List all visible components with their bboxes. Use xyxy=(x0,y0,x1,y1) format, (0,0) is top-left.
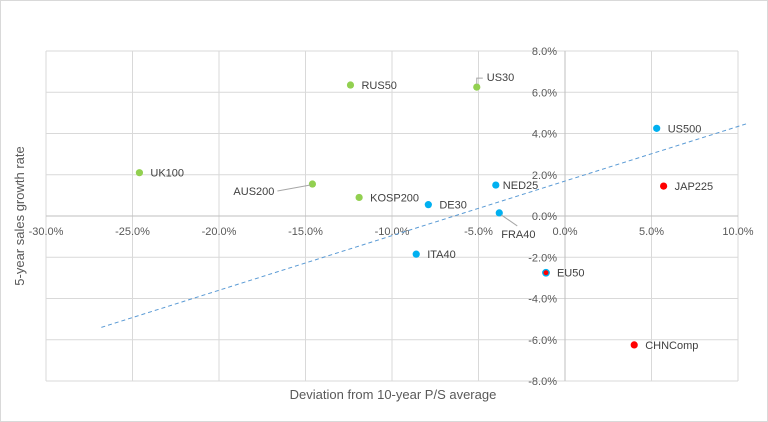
data-point-ita40 xyxy=(412,250,420,258)
point-label-eu50: EU50 xyxy=(557,268,585,280)
point-labels: UK100 AUS200 RUS50 KOSP200 US30 DE30 ITA40 NED2… xyxy=(150,72,713,352)
data-point-us500 xyxy=(653,124,661,132)
data-point-ned25 xyxy=(492,181,500,189)
data-point-aus200 xyxy=(308,180,317,188)
x-tick-label: 0.0% xyxy=(552,226,577,238)
point-label-us30: US30 xyxy=(487,72,515,84)
data-point-us30 xyxy=(473,83,481,91)
data-points xyxy=(135,81,668,349)
y-tick-label: 0.0% xyxy=(532,211,557,223)
x-tick-label: -30.0% xyxy=(29,226,64,238)
y-axis-title: 5-year sales growth rate xyxy=(12,146,27,285)
x-tick-label: -20.0% xyxy=(202,226,237,238)
data-point-chncomp xyxy=(630,341,638,349)
gridlines xyxy=(45,50,739,382)
point-label-ned25: NED25 xyxy=(503,180,538,192)
x-tick-label: 10.0% xyxy=(722,226,753,238)
leader-line xyxy=(277,184,311,192)
leader-line xyxy=(476,77,483,85)
x-tick-label: 5.0% xyxy=(639,226,664,238)
y-tick-label: -6.0% xyxy=(528,335,557,347)
data-point-jap225 xyxy=(660,182,668,190)
x-tick-label: -15.0% xyxy=(288,226,323,238)
data-point-kosp200 xyxy=(355,193,363,202)
y-tick-label: -8.0% xyxy=(528,376,557,388)
point-label-ita40: ITA40 xyxy=(427,249,456,261)
point-label-fra40: FRA40 xyxy=(501,229,535,241)
data-point-rus50 xyxy=(346,81,355,89)
y-tick-label: 4.0% xyxy=(532,129,557,141)
x-tick-labels: -30.0% -25.0% -20.0% -15.0% -10.0% -5.0% 0.0% 5… xyxy=(29,226,754,238)
point-label-kosp200: KOSP200 xyxy=(370,192,419,204)
point-label-de30: DE30 xyxy=(439,200,467,212)
x-tick-label: -10.0% xyxy=(375,226,410,238)
point-label-chncomp: CHNComp xyxy=(645,340,698,352)
y-tick-labels: -8.0% -6.0% -4.0% -2.0% 0.0% 2.0% 4.0% 6.0% 8.0% xyxy=(528,46,557,388)
data-point-eu50 xyxy=(542,268,550,277)
data-point-de30 xyxy=(424,201,432,209)
x-tick-label: -5.0% xyxy=(464,226,493,238)
x-axis-title: Deviation from 10-year P/S average xyxy=(290,387,497,402)
point-label-uk100: UK100 xyxy=(150,168,184,180)
y-tick-label: 2.0% xyxy=(532,170,557,182)
y-tick-label: -4.0% xyxy=(528,294,557,306)
leader-line xyxy=(500,214,518,227)
y-tick-label: -2.0% xyxy=(528,252,557,264)
point-label-rus50: RUS50 xyxy=(361,80,396,92)
axes xyxy=(46,51,738,381)
point-label-us500: US500 xyxy=(668,123,702,135)
x-tick-label: -25.0% xyxy=(115,226,150,238)
trendline xyxy=(101,122,749,328)
y-tick-label: 8.0% xyxy=(532,46,557,58)
data-point-uk100 xyxy=(135,169,144,177)
point-label-aus200: AUS200 xyxy=(233,186,274,198)
trendline-group xyxy=(101,122,749,328)
y-tick-label: 6.0% xyxy=(532,87,557,99)
data-point-fra40 xyxy=(495,209,503,217)
point-label-jap225: JAP225 xyxy=(675,181,714,193)
